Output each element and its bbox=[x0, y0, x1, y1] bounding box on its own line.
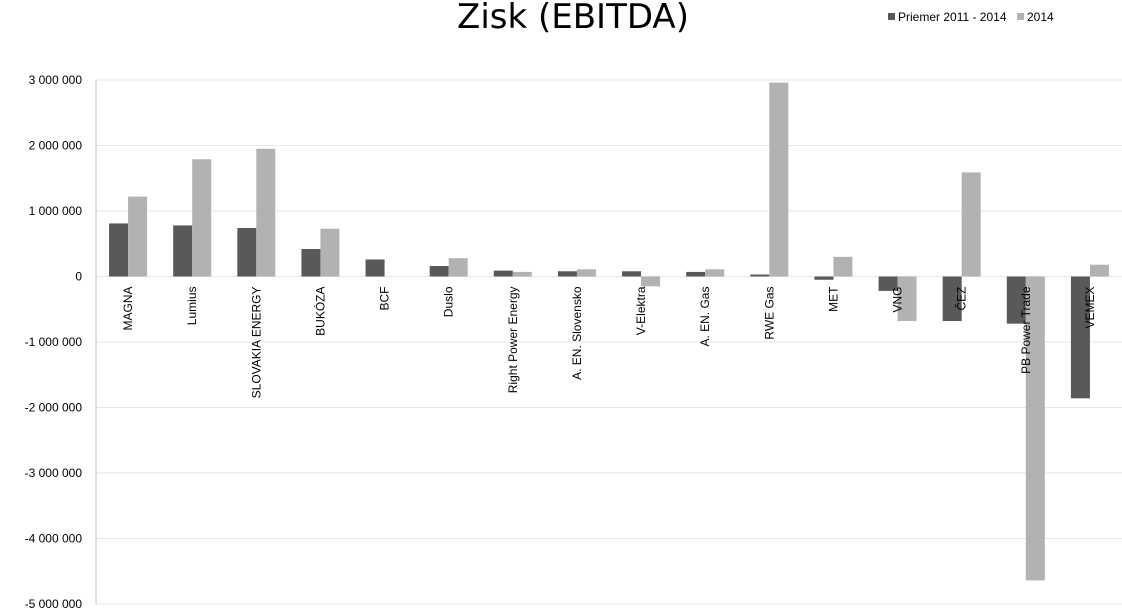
category-label: A. EN. Slovensko bbox=[570, 286, 584, 380]
y-axis: 3 000 000 2 000 000 1 000 000 0 -1 000 000 -2… bbox=[25, 73, 97, 611]
y-tick-label: -1 000 000 bbox=[25, 335, 83, 349]
category-labels: MAGNA Lumius SLOVAKIA ENERGY BUKÓZA BCF Duslo… bbox=[121, 286, 1097, 398]
bar-priemer bbox=[557, 271, 577, 277]
category-label: BCF bbox=[378, 287, 392, 311]
bar-priemer bbox=[814, 276, 834, 280]
bar-2014 bbox=[705, 269, 725, 277]
bar-priemer bbox=[237, 228, 257, 277]
category-label: ČEZ bbox=[954, 287, 969, 311]
bar-2014 bbox=[320, 228, 340, 277]
bar-priemer bbox=[686, 271, 706, 277]
bar-2014 bbox=[769, 82, 789, 277]
bar-priemer bbox=[750, 274, 770, 277]
category-label: VEMEX bbox=[1083, 287, 1097, 329]
legend-swatch bbox=[888, 13, 895, 20]
y-tick-label: -2 000 000 bbox=[25, 401, 83, 415]
legend-label: Priemer 2011 - 2014 bbox=[898, 10, 1007, 24]
bar-priemer bbox=[109, 223, 129, 277]
bar-priemer bbox=[429, 266, 449, 277]
bar-2014 bbox=[128, 196, 148, 277]
y-tick-label: 2 000 000 bbox=[29, 139, 83, 153]
bar-priemer bbox=[878, 276, 898, 291]
category-label: MET bbox=[826, 286, 840, 312]
category-label: PB Power Trade bbox=[1019, 286, 1033, 374]
y-tick-label: 3 000 000 bbox=[29, 73, 83, 87]
category-label: BUKÓZA bbox=[312, 287, 327, 336]
bar-2014 bbox=[1025, 276, 1045, 581]
category-label: Duslo bbox=[442, 286, 456, 317]
bar-2014 bbox=[1089, 264, 1109, 277]
bar-priemer bbox=[301, 248, 321, 277]
legend: Priemer 2011 - 2014 2014 bbox=[888, 10, 1054, 24]
category-label: MAGNA bbox=[121, 287, 135, 331]
y-tick-label: -4 000 000 bbox=[25, 532, 83, 546]
bar-2014 bbox=[641, 276, 661, 287]
bar-2014 bbox=[256, 148, 276, 277]
bars bbox=[109, 82, 1109, 581]
bar-2014 bbox=[192, 159, 212, 277]
bar-priemer bbox=[942, 276, 962, 322]
y-tick-label: -3 000 000 bbox=[25, 466, 83, 480]
category-label: SLOVAKIA ENERGY bbox=[249, 287, 263, 399]
bar-priemer bbox=[365, 259, 385, 277]
y-tick-label: 1 000 000 bbox=[29, 204, 83, 218]
category-label: Right Power Energy bbox=[506, 287, 520, 394]
category-label: VNG bbox=[891, 287, 905, 313]
bar-priemer bbox=[1006, 276, 1026, 324]
bar-priemer bbox=[493, 270, 513, 277]
category-label: V-Elektra bbox=[634, 286, 648, 335]
bar-2014 bbox=[448, 258, 468, 277]
bar-2014 bbox=[833, 256, 853, 277]
bar-2014 bbox=[961, 172, 981, 277]
category-label: A. EN. Gas bbox=[698, 287, 712, 347]
chart-title: Zisk (EBITDA) bbox=[457, 0, 689, 37]
bar-2014 bbox=[512, 271, 532, 277]
category-label: RWE Gas bbox=[762, 287, 776, 340]
bar-2014 bbox=[897, 276, 917, 322]
legend-swatch bbox=[1017, 13, 1024, 20]
legend-label: 2014 bbox=[1027, 10, 1054, 24]
category-label: Lumius bbox=[185, 287, 199, 326]
y-tick-label: -5 000 000 bbox=[25, 597, 83, 611]
bar-2014 bbox=[576, 269, 596, 277]
bar-priemer bbox=[1070, 276, 1090, 399]
y-tick-label: 0 bbox=[75, 270, 82, 284]
bar-priemer bbox=[173, 225, 193, 277]
bar-priemer bbox=[622, 271, 642, 277]
